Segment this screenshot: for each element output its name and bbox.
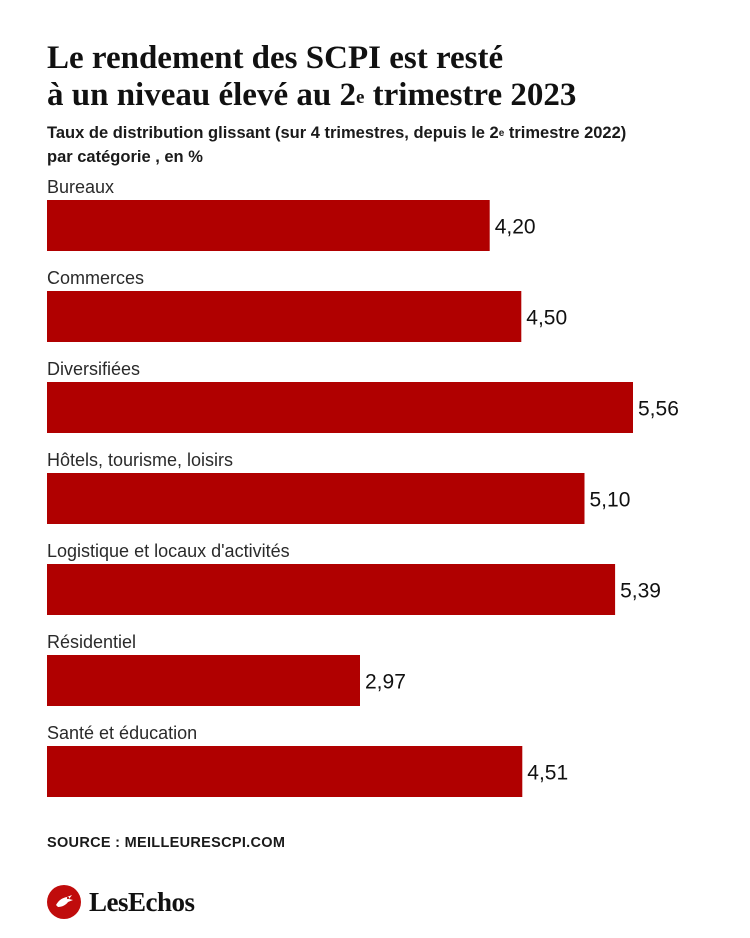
category-label: Santé et éducation	[47, 723, 197, 743]
value-label: 5,10	[590, 489, 631, 512]
category-label: Logistique et locaux d'activités	[47, 541, 290, 561]
subtitle-line-1-superscript: e	[498, 128, 505, 139]
title-line-1: Le rendement des SCPI est resté	[47, 40, 504, 76]
bar	[47, 564, 616, 615]
bar	[47, 746, 523, 797]
bar	[47, 200, 490, 251]
category-label: Bureaux	[47, 177, 114, 197]
title-line-2: à un niveau élevé au 2e trimestre 2023	[47, 77, 727, 114]
title-line-2-text: à un niveau élevé au 2	[47, 77, 356, 113]
value-label: 4,50	[526, 307, 567, 330]
value-label: 2,97	[365, 671, 406, 694]
subtitle-line-2: par catégorie , en %	[47, 148, 203, 166]
value-label: 4,20	[495, 216, 536, 239]
category-label: Hôtels, tourisme, loisirs	[47, 450, 233, 470]
subtitle-line-1: Taux de distribution glissant (sur 4 tri…	[47, 121, 737, 145]
category-label: Diversifiées	[47, 359, 140, 379]
brand-name: LesEchos	[89, 886, 195, 917]
category-label: Résidentiel	[47, 632, 136, 652]
category-label: Commerces	[47, 268, 144, 288]
subtitle-line-1-text: Taux de distribution glissant (sur 4 tri…	[47, 124, 499, 142]
chart-subtitle: Taux de distribution glissant (sur 4 tri…	[47, 121, 737, 169]
bar	[47, 473, 585, 524]
title-line-2-superscript: e	[355, 87, 365, 108]
bar	[47, 382, 633, 433]
subtitle-line-1-text-end: trimestre 2022)	[504, 124, 627, 142]
les-echos-logo: LesEchos	[47, 885, 195, 919]
les-echos-emblem-icon	[47, 885, 81, 919]
value-label: 5,39	[620, 580, 661, 603]
bar	[47, 655, 360, 706]
chart-title: Le rendement des SCPI est resté à un niv…	[47, 40, 727, 114]
source-note: SOURCE : MEILLEURESCPI.COM	[47, 835, 286, 851]
title-line-2-text-end: trimestre 2023	[364, 77, 577, 113]
bar	[47, 291, 522, 342]
value-label: 5,56	[638, 398, 679, 421]
value-label: 4,51	[527, 762, 568, 785]
